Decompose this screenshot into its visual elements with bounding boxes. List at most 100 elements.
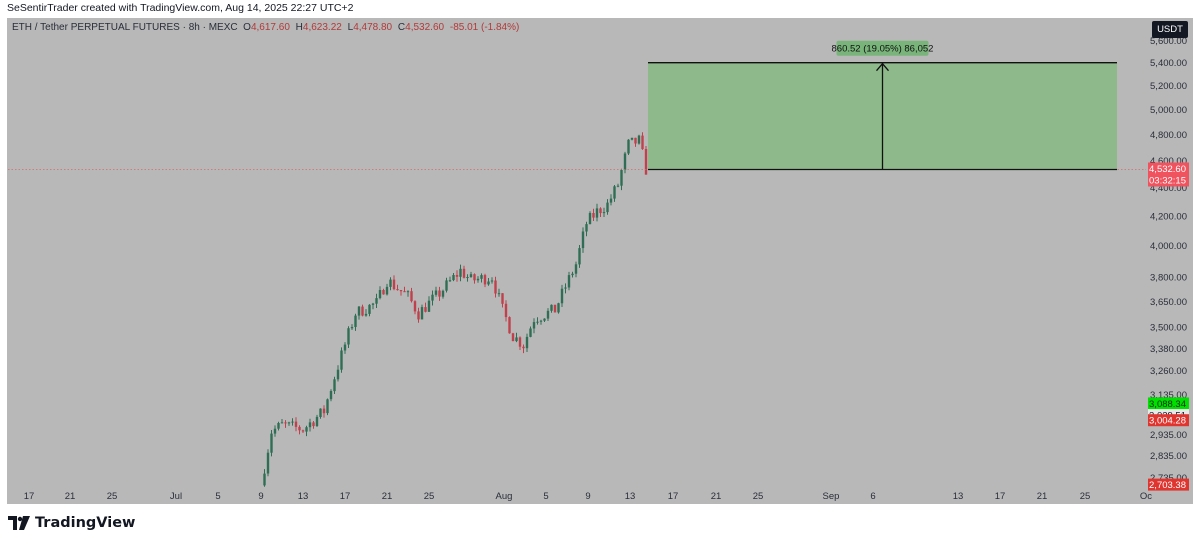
candle-body: [483, 275, 487, 285]
candle-body: [434, 290, 438, 295]
tradingview-logo-icon: [8, 516, 30, 530]
candle-body: [438, 290, 441, 297]
candle-body: [574, 264, 578, 274]
close-label: C: [397, 22, 406, 33]
y-tick-label: 3,500.00: [1150, 323, 1187, 334]
x-tick-label: Sep: [823, 491, 840, 502]
candle-body: [371, 303, 375, 305]
candle-body: [480, 275, 483, 279]
candle-body: [592, 213, 595, 218]
candle-body: [613, 186, 616, 199]
candle-body: [413, 301, 417, 312]
candle-body: [620, 170, 623, 186]
x-tick-label: 9: [585, 491, 590, 502]
candle-body: [637, 135, 641, 144]
candle-body: [623, 153, 627, 170]
candle-body: [294, 421, 298, 427]
candle-body: [595, 208, 599, 218]
candle-body: [273, 428, 277, 434]
candle-body: [487, 281, 490, 285]
currency-selector[interactable]: USDT: [1152, 21, 1188, 38]
candle-body: [361, 306, 364, 316]
candle-body: [627, 139, 630, 154]
candle-body: [364, 313, 368, 316]
candle-body: [441, 290, 445, 297]
candle-body: [298, 426, 301, 431]
candle-body: [347, 328, 350, 345]
candle-body: [644, 149, 648, 175]
x-tick-label: 9: [258, 491, 263, 502]
candle-body: [396, 289, 399, 291]
low-label: L: [347, 22, 354, 33]
candle-body: [469, 274, 473, 277]
candle-body: [522, 346, 525, 349]
candle-body: [357, 306, 361, 316]
y-tick-label: 3,135.00: [1150, 390, 1187, 401]
open-value: 4,617.60: [250, 22, 290, 33]
tradingview-wordmark: TradingView: [35, 515, 136, 531]
candle-body: [578, 248, 581, 265]
x-tick-label: Jul: [170, 491, 182, 502]
target-arrow-head: [876, 62, 889, 72]
x-tick-label: 5: [215, 491, 220, 502]
candle-body: [427, 300, 431, 312]
candle-body: [564, 287, 567, 289]
y-tick-label: 3,800.00: [1150, 273, 1187, 284]
candle-body: [375, 298, 378, 304]
y-tick-label: 2,835.00: [1150, 451, 1187, 462]
candle-body: [319, 408, 322, 417]
candle-body: [333, 379, 336, 392]
x-tick-label: Aug: [496, 491, 513, 502]
countdown-label: 03:32:15: [1149, 176, 1186, 187]
ohlc-legend: ETH / Tether PERPETUAL FUTURES · 8h · ME…: [12, 22, 522, 33]
candle-body: [315, 416, 319, 426]
candle-body: [305, 427, 308, 432]
y-tick-label: 3,650.00: [1150, 297, 1187, 308]
x-tick-label: 17: [340, 491, 351, 502]
price-badge-label: 4,532.60: [1149, 164, 1186, 175]
candle-body: [354, 315, 357, 327]
candle-body: [585, 224, 588, 232]
symbol-name[interactable]: ETH / Tether PERPETUAL FUTURES · 8h · ME…: [12, 22, 238, 33]
candle-body: [329, 391, 333, 400]
candle-body: [550, 304, 553, 311]
candle-body: [340, 350, 343, 370]
candle-body: [378, 290, 382, 299]
candle-body: [518, 337, 522, 347]
candle-body: [417, 311, 420, 320]
candle-body: [462, 268, 466, 278]
candle-body: [350, 327, 354, 329]
y-tick-label: 2,935.00: [1150, 430, 1187, 441]
candle-body: [602, 212, 606, 214]
price-badge: [1148, 397, 1189, 410]
candle-body: [459, 268, 462, 277]
candle-body: [284, 422, 287, 424]
y-tick-label: 5,200.00: [1150, 81, 1187, 92]
candle-body: [420, 307, 424, 320]
candle-body: [616, 185, 620, 187]
candle-body: [553, 304, 557, 313]
candle-body: [606, 202, 609, 213]
price-badge: [1148, 162, 1189, 187]
candle-body: [399, 290, 403, 292]
x-tick-label: 21: [1037, 491, 1048, 502]
candle-body: [392, 279, 396, 290]
y-tick-label: 2,735.00: [1150, 473, 1187, 484]
chart-credit: SeSentirTrader created with TradingView.…: [7, 2, 354, 14]
x-tick-label: 17: [995, 491, 1006, 502]
y-tick-label: 3,380.00: [1150, 344, 1187, 355]
candle-body: [452, 275, 455, 281]
candle-body: [301, 430, 305, 432]
x-tick-label: 13: [953, 491, 964, 502]
high-label: H: [295, 22, 303, 33]
candle-body: [266, 452, 270, 474]
x-tick-label: 25: [753, 491, 764, 502]
tradingview-brand[interactable]: TradingView: [8, 515, 135, 531]
price-badge-label: 2,703.38: [1149, 480, 1186, 491]
candle-body: [410, 291, 413, 302]
open-label: O: [243, 22, 251, 33]
x-tick-label: 25: [1080, 491, 1091, 502]
x-tick-label: 21: [711, 491, 722, 502]
candle-body: [476, 278, 480, 281]
